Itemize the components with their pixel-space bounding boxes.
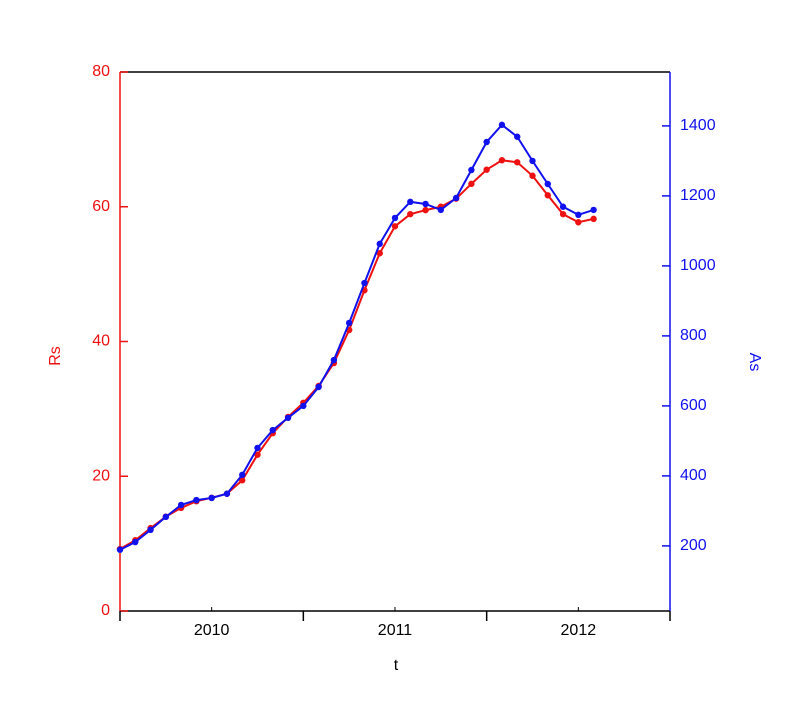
data-point [590,215,597,223]
data-point [239,471,246,479]
data-point [391,223,399,230]
y2-tick-label: 200 [680,537,707,554]
data-point [544,192,551,199]
data-point [483,166,490,173]
x-tick-label: 2010 [194,622,230,639]
y-tick-label: 20 [92,467,110,484]
data-point [407,198,414,206]
y-tick-label: 80 [92,63,110,80]
data-point [514,159,521,166]
y-axis-label: Rs [47,346,64,366]
data-point [559,210,567,218]
data-point [284,414,292,421]
x-tick-label: 2011 [378,622,413,639]
data-point [437,206,445,214]
y-tick-label: 40 [92,333,110,350]
data-point [162,513,170,521]
x-tick-label: 2012 [561,622,597,639]
y2-tick-label: 800 [680,327,707,344]
data-point [529,172,536,179]
data-point [529,157,536,165]
data-point [116,546,124,553]
data-point [407,210,414,218]
data-point [376,240,383,248]
data-point [345,319,353,327]
data-point [177,501,185,509]
data-point [590,206,597,214]
y-tick-label: 0 [101,602,110,619]
series-line [119,159,594,550]
y2-tick-label: 1200 [680,187,716,204]
data-point [468,166,475,174]
data-point [391,214,399,222]
y2-tick-label: 400 [680,467,707,484]
data-point [514,133,521,140]
data-point [193,496,200,504]
data-point [575,219,582,226]
data-point [239,477,246,484]
data-point [223,490,231,497]
data-point [254,444,261,452]
y2-axis-label: As [746,353,763,372]
data-point [330,356,338,364]
data-point [452,194,460,202]
data-point [422,200,429,208]
data-point [544,180,551,188]
data-point [269,426,276,434]
data-point [468,180,475,188]
data-point [422,206,429,214]
data-point [361,279,368,287]
data-point [575,211,582,218]
data-point [376,250,383,257]
x-axis-label: t [394,657,399,674]
data-point [132,538,139,546]
data-point [498,157,506,164]
data-point [300,402,307,410]
data-point [254,451,261,458]
data-point [208,494,215,502]
data-point [483,138,490,146]
data-point [559,203,567,210]
y2-tick-label: 1000 [680,257,716,274]
y2-tick-label: 1400 [680,117,716,134]
y-tick-label: 60 [92,198,110,215]
data-point [498,121,506,129]
data-point [315,383,322,391]
series-line [119,123,594,551]
y2-tick-label: 600 [680,397,707,414]
data-point [147,526,154,533]
